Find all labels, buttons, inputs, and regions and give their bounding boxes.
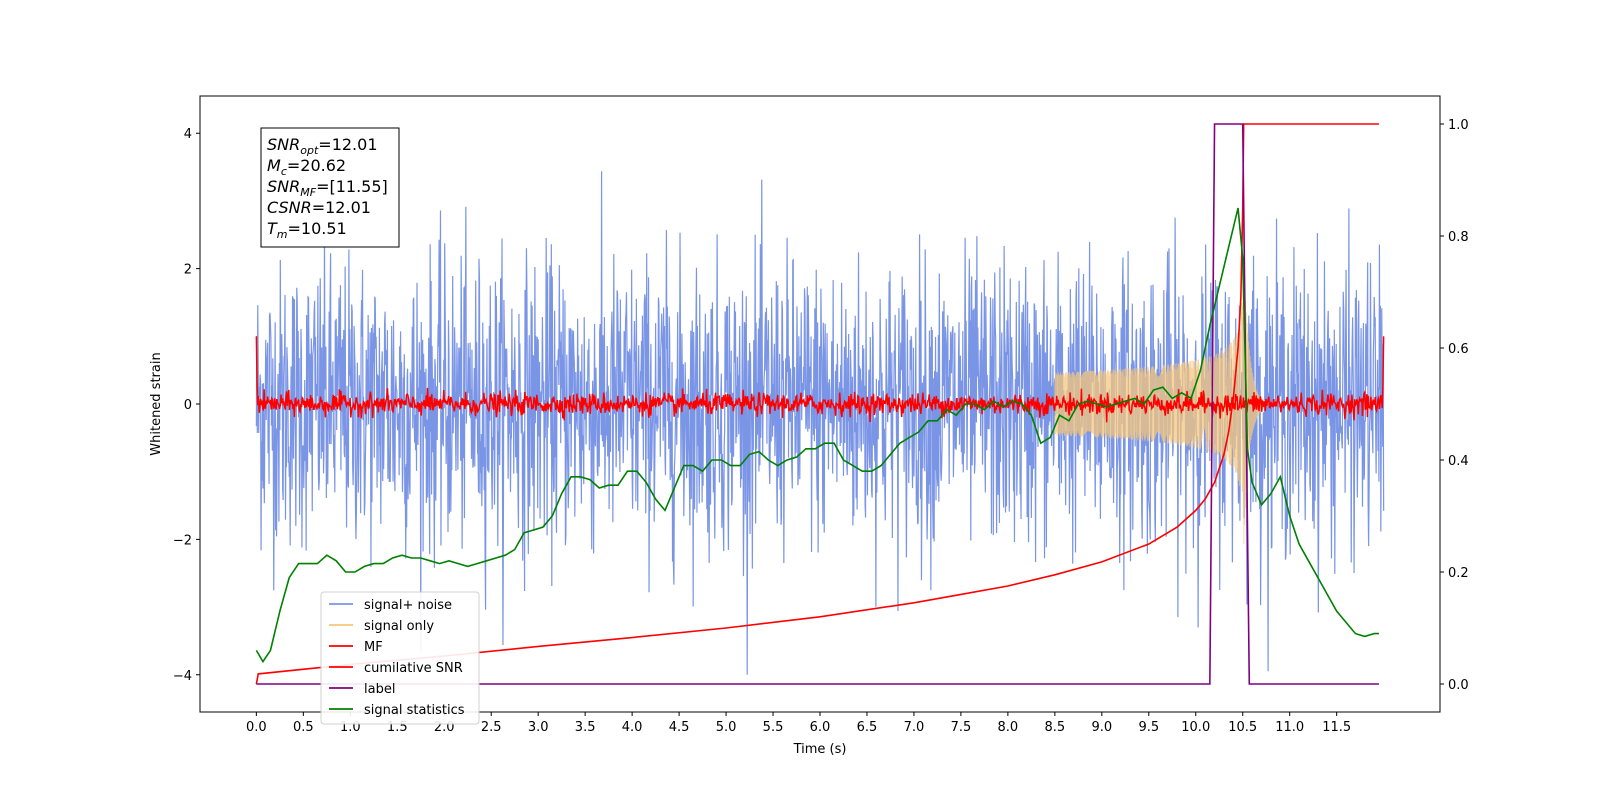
annotation-line: SNRopt=12.01	[267, 135, 378, 157]
x-tick-label: 2.5	[481, 720, 502, 735]
x-tick-label: 7.0	[904, 720, 925, 735]
y-axis-left-label: Whitened strain	[149, 352, 164, 455]
y-left-tick-label: 2	[184, 263, 192, 278]
legend-label: label	[364, 682, 395, 697]
legend: signal+ noise signal only MF cumilative SNR…	[320, 591, 480, 725]
x-tick-label: 0.0	[246, 720, 267, 735]
legend-frame	[320, 591, 480, 725]
x-tick-label: 5.5	[763, 720, 784, 735]
y-right-tick-label: 0.8	[1448, 230, 1469, 245]
plot-series	[255, 123, 1385, 685]
x-tick-label: 8.5	[1045, 720, 1066, 735]
x-axis-label: Time (s)	[793, 742, 847, 757]
series-signal-statistics	[255, 207, 1379, 664]
y-left-tick-label: −4	[173, 669, 192, 684]
y-right-tick-label: 0.2	[1448, 566, 1469, 581]
x-tick-label: 3.5	[575, 720, 596, 735]
x-tick-label: 11.0	[1275, 720, 1304, 735]
annotation-line: Mc=20.62	[267, 156, 346, 178]
y-left-tick-label: −2	[173, 533, 192, 548]
annotation-line: Tm=10.51	[267, 219, 347, 241]
x-tick-label: 9.0	[1091, 720, 1112, 735]
y-right-tick-label: 0.6	[1448, 342, 1469, 357]
x-tick-label: 10.5	[1228, 720, 1257, 735]
y-left-tick-label: 0	[184, 398, 192, 413]
y-right-tick-label: 0.4	[1448, 454, 1469, 469]
x-tick-label: 4.0	[622, 720, 643, 735]
legend-label: MF	[364, 640, 383, 655]
y-right-tick-label: 1.0	[1448, 118, 1469, 133]
series-label	[256, 123, 1379, 685]
y-axis-right: 0.0 0.2 0.4 0.6 0.8 1.0	[1440, 118, 1469, 693]
x-tick-label: 11.5	[1322, 720, 1351, 735]
legend-label: cumilative SNR	[364, 661, 463, 676]
annotation-line: SNRMF=[11.55]	[267, 177, 388, 199]
x-tick-label: 8.0	[998, 720, 1019, 735]
x-tick-label: 6.5	[857, 720, 878, 735]
x-tick-label: 4.5	[669, 720, 690, 735]
legend-label: signal statistics	[364, 703, 465, 718]
y-right-tick-label: 0.0	[1448, 678, 1469, 693]
series-mf	[255, 336, 1385, 423]
x-tick-label: 9.5	[1138, 720, 1159, 735]
legend-label: signal+ noise	[364, 598, 452, 613]
y-left-tick-label: 4	[184, 127, 192, 142]
series-signal-only	[1054, 265, 1267, 545]
annotation-frame	[260, 127, 400, 248]
x-tick-label: 0.5	[293, 720, 314, 735]
x-tick-label: 7.5	[951, 720, 972, 735]
annotation-box: SNRopt=12.01Mc=20.62SNRMF=[11.55]CSNR=12…	[260, 127, 400, 248]
x-tick-label: 5.0	[716, 720, 737, 735]
x-tick-label: 10.0	[1181, 720, 1210, 735]
x-tick-label: 6.0	[810, 720, 831, 735]
legend-label: signal only	[364, 619, 434, 634]
y-axis-left: −4 −2 0 2 4	[173, 127, 200, 684]
annotation-line: CSNR=12.01	[267, 198, 371, 217]
x-tick-label: 3.0	[528, 720, 549, 735]
